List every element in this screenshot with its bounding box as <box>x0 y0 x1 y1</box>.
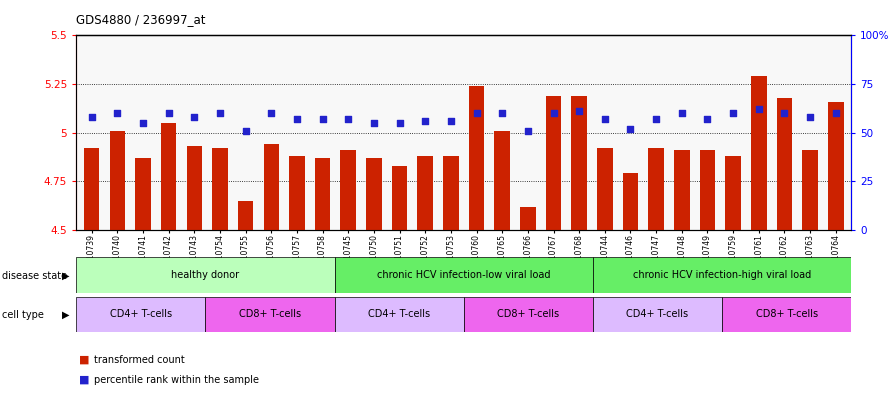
Bar <box>777 97 792 230</box>
Bar <box>289 156 305 230</box>
Bar <box>444 156 459 230</box>
Bar <box>674 150 690 230</box>
Bar <box>334 257 593 293</box>
Point <box>547 110 561 116</box>
Text: CD4+ T-cells: CD4+ T-cells <box>626 309 688 320</box>
Bar <box>161 123 177 230</box>
Bar <box>84 148 99 230</box>
Point <box>84 114 99 120</box>
Point <box>521 128 535 134</box>
Point <box>212 110 227 116</box>
Bar <box>186 146 202 230</box>
Bar <box>649 148 664 230</box>
Text: disease state: disease state <box>2 271 67 281</box>
Bar <box>572 95 587 230</box>
Point <box>418 118 433 124</box>
Text: ▶: ▶ <box>62 310 69 320</box>
Text: GDS4880 / 236997_at: GDS4880 / 236997_at <box>76 13 206 26</box>
Bar <box>237 201 254 230</box>
Point <box>470 110 484 116</box>
Bar <box>546 95 561 230</box>
Text: chronic HCV infection-high viral load: chronic HCV infection-high viral load <box>633 270 811 280</box>
Bar <box>726 156 741 230</box>
Point <box>392 120 407 126</box>
Point <box>264 110 279 116</box>
Bar <box>469 86 484 230</box>
Bar <box>623 173 638 230</box>
Text: transformed count: transformed count <box>94 354 185 365</box>
Point <box>495 110 509 116</box>
Bar <box>828 101 843 230</box>
Bar <box>418 156 433 230</box>
Point <box>701 116 715 122</box>
Text: CD8+ T-cells: CD8+ T-cells <box>755 309 818 320</box>
Point <box>238 128 253 134</box>
Text: CD8+ T-cells: CD8+ T-cells <box>239 309 301 320</box>
Text: ▶: ▶ <box>62 271 69 281</box>
Text: percentile rank within the sample: percentile rank within the sample <box>94 375 259 385</box>
Point <box>444 118 458 124</box>
Bar <box>521 207 536 230</box>
Point <box>135 120 150 126</box>
Point <box>829 110 843 116</box>
Point <box>726 110 740 116</box>
Point <box>803 114 817 120</box>
Point <box>366 120 381 126</box>
Bar <box>392 166 407 230</box>
Bar <box>751 76 766 230</box>
Point <box>289 116 304 122</box>
Bar <box>76 297 205 332</box>
Bar <box>314 158 331 230</box>
Point <box>778 110 792 116</box>
Bar <box>76 257 334 293</box>
Point <box>624 126 638 132</box>
Bar <box>334 297 464 332</box>
Bar <box>593 257 851 293</box>
Point <box>572 108 586 114</box>
Bar <box>366 158 382 230</box>
Bar <box>340 150 356 230</box>
Bar <box>212 148 228 230</box>
Bar <box>464 297 593 332</box>
Point <box>675 110 689 116</box>
Point <box>752 106 766 112</box>
Bar <box>205 297 334 332</box>
Point <box>598 116 612 122</box>
Bar <box>722 297 851 332</box>
Text: chronic HCV infection-low viral load: chronic HCV infection-low viral load <box>377 270 550 280</box>
Point <box>161 110 176 116</box>
Point <box>649 116 663 122</box>
Text: CD4+ T-cells: CD4+ T-cells <box>109 309 172 320</box>
Bar <box>803 150 818 230</box>
Text: CD8+ T-cells: CD8+ T-cells <box>497 309 559 320</box>
Bar <box>495 131 510 230</box>
Point <box>341 116 356 122</box>
Point <box>110 110 125 116</box>
Text: cell type: cell type <box>2 310 44 320</box>
Bar <box>593 297 722 332</box>
Bar <box>597 148 613 230</box>
Point <box>187 114 202 120</box>
Text: ■: ■ <box>79 354 90 365</box>
Bar <box>700 150 715 230</box>
Point <box>315 116 330 122</box>
Text: ■: ■ <box>79 375 90 385</box>
Bar <box>109 131 125 230</box>
Text: healthy donor: healthy donor <box>171 270 239 280</box>
Bar <box>135 158 151 230</box>
Bar <box>263 144 279 230</box>
Text: CD4+ T-cells: CD4+ T-cells <box>368 309 430 320</box>
